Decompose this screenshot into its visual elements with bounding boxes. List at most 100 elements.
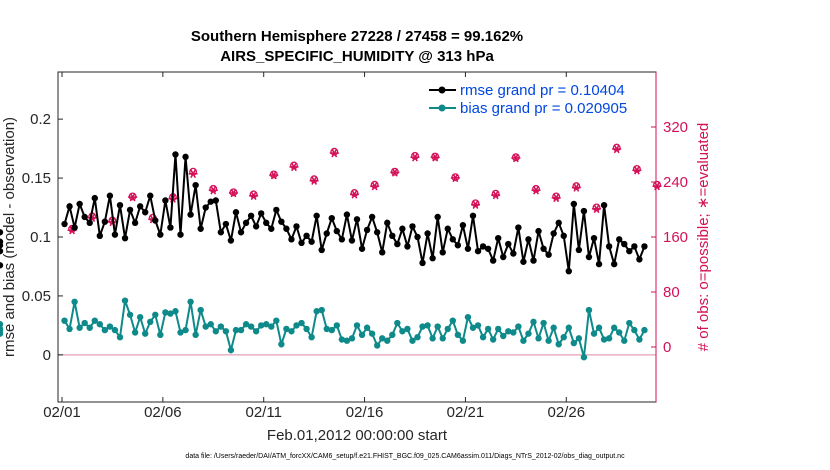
obs-possible-marker bbox=[552, 192, 561, 201]
rmse-point bbox=[328, 214, 335, 222]
obs-evaluated-stroke bbox=[230, 188, 237, 198]
obs-possible-marker bbox=[612, 143, 621, 152]
rmse-point bbox=[283, 225, 290, 232]
bias-point bbox=[439, 335, 446, 342]
obs-evaluated-stroke bbox=[512, 153, 519, 163]
y-right-tick-label: 0 bbox=[663, 339, 671, 356]
y-tick-label: 0 bbox=[43, 347, 51, 364]
obs-evaluated-marker bbox=[188, 169, 198, 179]
bias-point bbox=[616, 329, 623, 336]
bias-point bbox=[641, 326, 648, 334]
bias-point bbox=[71, 298, 78, 306]
rmse-point bbox=[212, 197, 220, 204]
bias-point bbox=[585, 306, 593, 314]
bias-point bbox=[469, 324, 477, 331]
bias-point bbox=[207, 321, 214, 328]
bias-point bbox=[136, 313, 144, 321]
rmse-point bbox=[96, 232, 104, 240]
bias-point bbox=[328, 326, 335, 334]
rmse-point bbox=[484, 245, 492, 252]
obs-evaluated-stroke bbox=[270, 170, 277, 180]
bias-point bbox=[626, 319, 633, 327]
obs-evaluated-stroke bbox=[573, 183, 580, 192]
bias-point bbox=[257, 322, 265, 329]
rmse-point bbox=[71, 224, 78, 231]
rmse-point bbox=[575, 246, 583, 254]
obs-evaluated-marker bbox=[632, 166, 642, 175]
y-axis-right-label: # of obs: o=possible; ∗=evaluated bbox=[695, 123, 712, 352]
y-tick-label: 0.2 bbox=[30, 111, 51, 128]
x-tick-label: 02/21 bbox=[447, 404, 485, 421]
bias-point bbox=[545, 337, 552, 344]
bias-point bbox=[605, 335, 613, 342]
obs-possible-marker bbox=[471, 199, 480, 208]
rmse-point bbox=[500, 253, 507, 261]
rmse-point bbox=[288, 236, 295, 243]
obs-evaluated-stroke bbox=[391, 168, 398, 177]
y-axis-label: rmse and bias (model - observation) bbox=[1, 117, 18, 357]
bias-point bbox=[353, 322, 361, 329]
bias-point bbox=[459, 337, 467, 344]
rmse-point bbox=[268, 225, 275, 232]
rmse-point bbox=[298, 239, 305, 247]
bias-point bbox=[338, 336, 346, 343]
rmse-point bbox=[444, 225, 451, 232]
obs-evaluated-stroke bbox=[613, 144, 620, 154]
obs-possible-marker bbox=[632, 164, 641, 173]
bias-point bbox=[520, 337, 527, 344]
bias-point bbox=[500, 332, 507, 340]
rmse-point bbox=[535, 227, 542, 235]
bias-point bbox=[106, 323, 114, 330]
obs-evaluated-stroke bbox=[351, 190, 358, 199]
bias-point bbox=[479, 333, 487, 341]
y-right-tick-label: 160 bbox=[663, 229, 688, 246]
rmse-point bbox=[303, 232, 310, 240]
rmse-point bbox=[293, 223, 300, 230]
obs-possible-marker bbox=[350, 189, 359, 197]
obs-evaluated-stroke bbox=[190, 169, 197, 179]
bias-point bbox=[454, 331, 462, 339]
rmse-point bbox=[565, 267, 572, 275]
bias-point bbox=[96, 321, 104, 328]
bias-point bbox=[535, 335, 542, 342]
rmse-point bbox=[131, 219, 139, 227]
bias-point bbox=[575, 335, 583, 342]
obs-possible-marker bbox=[370, 180, 379, 189]
rmse-point bbox=[368, 213, 376, 221]
rmse-point bbox=[313, 212, 320, 219]
rmse-point bbox=[167, 224, 174, 231]
rmse-point bbox=[540, 245, 547, 252]
bias-point bbox=[565, 324, 572, 331]
obs-evaluated-marker bbox=[531, 185, 541, 195]
bias-point bbox=[247, 323, 255, 330]
obs-evaluated-stroke bbox=[210, 185, 217, 195]
y-right-tick-label: 240 bbox=[663, 174, 688, 191]
rmse-point bbox=[0, 247, 4, 255]
obs-possible-marker bbox=[653, 180, 661, 189]
rmse-point bbox=[273, 206, 280, 214]
rmse-point bbox=[469, 212, 477, 219]
rmse-point bbox=[520, 258, 527, 265]
obs-evaluated-marker bbox=[309, 176, 319, 185]
rmse-point bbox=[187, 211, 194, 218]
rmse-point bbox=[142, 209, 149, 216]
obs-evaluated-marker bbox=[511, 153, 521, 163]
rmse-point bbox=[505, 240, 512, 248]
bias-point bbox=[494, 325, 502, 333]
obs-evaluated-marker bbox=[128, 192, 138, 202]
obs-evaluated-marker bbox=[289, 162, 299, 172]
bias-point bbox=[197, 306, 204, 314]
bias-point bbox=[212, 328, 220, 335]
bias-point bbox=[61, 317, 68, 324]
rmse-point bbox=[621, 240, 628, 248]
rmse-point bbox=[66, 203, 73, 210]
bias-point bbox=[429, 335, 436, 342]
bias-point bbox=[600, 336, 608, 343]
obs-evaluated-stroke bbox=[432, 152, 439, 162]
rmse-point bbox=[252, 223, 260, 230]
rmse-point bbox=[616, 236, 623, 243]
rmse-point bbox=[0, 229, 4, 236]
rmse-point bbox=[459, 222, 467, 229]
bias-point bbox=[515, 323, 522, 330]
bias-point bbox=[560, 333, 567, 341]
